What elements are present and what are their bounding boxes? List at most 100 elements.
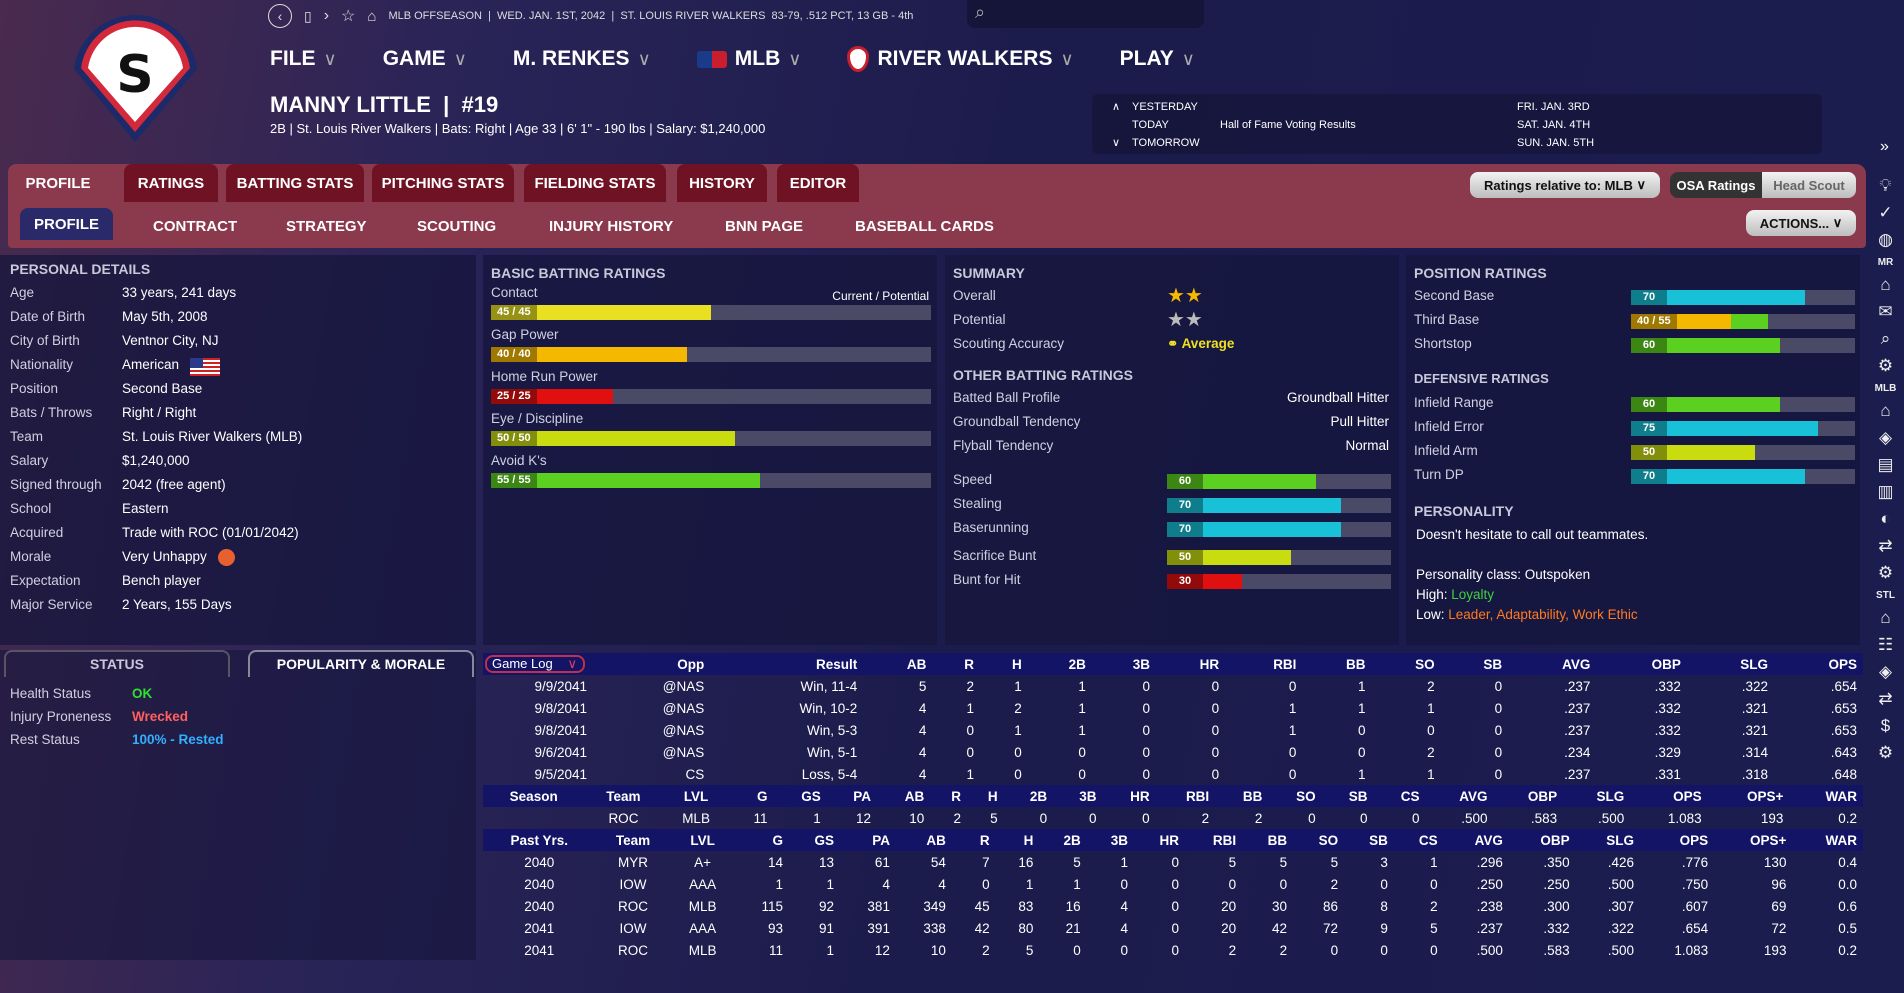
lightbulb-icon[interactable]: 💡︎	[1879, 176, 1892, 195]
column-header: SLG	[1575, 829, 1640, 851]
yesterday-label[interactable]: YESTERDAY	[1132, 101, 1198, 113]
table-row[interactable]: 2041 IOW AAA 93 91 391 338 42 80 21 4 0 20 42 72 9 5 .237…	[483, 917, 1863, 939]
tab-ratings[interactable]: RATINGS	[124, 164, 218, 202]
table-cell: 9/8/2041	[534, 722, 587, 738]
subtab-baseball-cards[interactable]: BASEBALL CARDS	[855, 217, 994, 235]
osa-ratings-toggle[interactable]: OSA Ratings	[1670, 172, 1762, 198]
table-cell: 61	[874, 854, 890, 870]
subtab-injury-history[interactable]: INJURY HISTORY	[549, 217, 674, 235]
table-row[interactable]: 9/5/2041 CS Loss, 5-4 4 1 0 0 0 0 0 1 1 0 .237 .331 .31…	[483, 763, 1863, 785]
actions-button[interactable]: ACTIONS... ∨	[1746, 210, 1856, 236]
home-icon[interactable]: ⌂	[1880, 275, 1891, 294]
table-row[interactable]: 2040 ROC MLB 115 92 381 349 45 83 16 4 0 20 30 86 8 2 .23…	[483, 895, 1863, 917]
table-cell: 0.2	[1838, 942, 1857, 958]
up-arrow-icon[interactable]: ∧	[1112, 101, 1121, 113]
search-box[interactable]: ⌕	[967, 0, 1204, 28]
trade-icon[interactable]: ⇄	[1878, 689, 1893, 708]
page-icon[interactable]: ▯	[304, 7, 312, 24]
subtab-profile[interactable]: PROFILE	[20, 208, 114, 240]
column-header: HR	[1156, 653, 1226, 675]
header-row: Season Team LVL G GS PA AB R H 2B 3B HR RBI BB SO SB CS A…	[483, 785, 1863, 807]
tab-pitching-stats[interactable]: PITCHING STATS	[372, 164, 514, 202]
diamond-icon[interactable]: ◈	[1878, 428, 1893, 447]
current-fill	[1167, 550, 1292, 565]
home-icon[interactable]: ⌂	[1880, 608, 1891, 627]
chart-icon[interactable]: ▥	[1877, 482, 1894, 501]
collapse-icon[interactable]: »	[1880, 138, 1889, 155]
tab-batting-stats[interactable]: BATTING STATS	[226, 164, 364, 202]
table-cell: .332	[1654, 700, 1681, 716]
menu-play[interactable]: PLAY ∨	[1120, 46, 1195, 72]
search-icon[interactable]: ⌕	[975, 2, 986, 22]
mail-icon[interactable]: ✉	[1878, 302, 1893, 321]
table-row[interactable]: 2040 MYR A+ 14 13 61 54 7 16 5 1 0 5 5 5 3 1 .296 .350 .426…	[483, 851, 1863, 873]
baseball-icon[interactable]: ◐	[1880, 509, 1891, 528]
dollar-icon[interactable]: $	[1880, 716, 1891, 735]
subtab-bnn-page[interactable]: BNN PAGE	[725, 217, 804, 235]
table-cell: MLB	[682, 810, 710, 826]
table-row[interactable]: 9/9/2041 @NAS Win, 11-4 5 2 1 1 0 0 0 1 2 0 .237 .332.…	[483, 675, 1863, 697]
subtab-contract[interactable]: CONTRACT	[153, 217, 238, 235]
home-icon[interactable]: ⌂	[367, 7, 377, 25]
trade-icon[interactable]: ⇄	[1878, 536, 1893, 555]
detail-label: Expectation	[10, 573, 81, 588]
gamelog-select[interactable]: Game Log ∨	[485, 655, 585, 673]
subtab-scouting[interactable]: SCOUTING	[417, 217, 497, 235]
tab-fielding-stats[interactable]: FIELDING STATS	[524, 164, 666, 202]
detail-label: Salary	[10, 453, 49, 468]
tab-editor[interactable]: EDITOR	[777, 164, 859, 202]
table-cell: 2	[1014, 700, 1022, 716]
table-cell: .237	[1564, 722, 1591, 738]
table-row[interactable]: 9/8/2041 @NAS Win, 5-3 4 0 1 1 0 0 1 0 0 0 .237 .332 .3…	[483, 719, 1863, 741]
head-scout-toggle[interactable]: Head Scout	[1762, 172, 1856, 198]
news-icon[interactable]: ▤	[1877, 455, 1894, 474]
today-label[interactable]: TODAY	[1132, 119, 1169, 131]
tomorrow-label[interactable]: TOMORROW	[1132, 137, 1200, 149]
menu-game[interactable]: GAME ∨	[383, 46, 467, 72]
gear-icon[interactable]: ⚙	[1877, 356, 1894, 375]
menu-manager[interactable]: M. RENKES ∨	[513, 46, 651, 72]
menu-mlb[interactable]: MLB ∨	[696, 46, 801, 72]
detail-label: Morale	[10, 549, 52, 564]
roster-icon[interactable]: ☷	[1877, 635, 1894, 654]
forward-icon[interactable]: ›	[323, 7, 330, 24]
table-cell: .500	[1607, 942, 1634, 958]
back-icon[interactable]: ‹	[268, 4, 292, 28]
column-header: SO	[1268, 785, 1322, 807]
gear-icon[interactable]: ⚙	[1877, 743, 1894, 762]
down-arrow-icon[interactable]: ∨	[1112, 137, 1121, 149]
globe-icon[interactable]: ◍	[1878, 230, 1893, 249]
table-cell: 0	[1211, 744, 1220, 760]
table-cell: 5	[1330, 854, 1339, 870]
tab-history[interactable]: HISTORY	[677, 164, 767, 202]
table-row[interactable]: 9/8/2041 @NAS Win, 10-2 4 1 2 1 0 0 1 1 1 0 .237 .332.…	[483, 697, 1863, 719]
detail-value[interactable]: St. Louis River Walkers (MLB)	[122, 429, 303, 444]
table-row[interactable]: 2040 IOW AAA 1 1 4 4 0 1 1 0 0 0 0 2 0 0 .250 .250 .500 .750…	[483, 873, 1863, 895]
ratings-relative-dropdown[interactable]: Ratings relative to: MLB ∨	[1470, 172, 1660, 198]
detail-value: Very Unhappy	[122, 549, 207, 564]
table-row[interactable]: ROC MLB 11 1 12 10 2 5 0 0 0 2 2 0 0 0.500.583.500 1.083…	[483, 807, 1863, 829]
column-header: SB	[1344, 829, 1394, 851]
table-cell: 0	[1358, 744, 1366, 760]
binoculars-icon: ⚭	[1167, 336, 1179, 351]
table-cell: .300	[1543, 898, 1570, 914]
table-row[interactable]: 2041 ROC MLB 11 1 12 10 2 5 0 0 0 2 2 0 0 0.500.583.500 1…	[483, 939, 1863, 961]
diamond-icon[interactable]: ◈	[1878, 662, 1893, 681]
table-cell: 0	[1494, 678, 1503, 694]
check-icon[interactable]: ✓	[1878, 203, 1893, 222]
status-value: OK	[132, 686, 153, 701]
tab-status[interactable]: STATUS	[4, 650, 230, 677]
table-cell: 16	[1018, 854, 1034, 870]
table-row[interactable]: 9/6/2041 @NAS Win, 5-1 4 0 0 0 0 0 0 0 2 0 .234 .329 .3…	[483, 741, 1863, 763]
search-icon[interactable]: ⌕	[1880, 329, 1891, 348]
tab-profile[interactable]: PROFILE	[8, 164, 108, 202]
star-icon[interactable]: ☆	[341, 8, 356, 25]
tab-popularity-morale[interactable]: POPULARITY & MORALE	[248, 650, 474, 677]
home-icon[interactable]: ⌂	[1880, 401, 1891, 420]
gear-icon[interactable]: ⚙	[1877, 563, 1894, 582]
calendar-event[interactable]: Hall of Fame Voting Results	[1220, 119, 1356, 131]
subtab-strategy[interactable]: STRATEGY	[286, 217, 367, 235]
menu-team[interactable]: RIVER WALKERS ∨	[847, 46, 1074, 72]
table-cell: 5	[1279, 854, 1288, 870]
menu-file[interactable]: FILE ∨	[270, 46, 337, 72]
